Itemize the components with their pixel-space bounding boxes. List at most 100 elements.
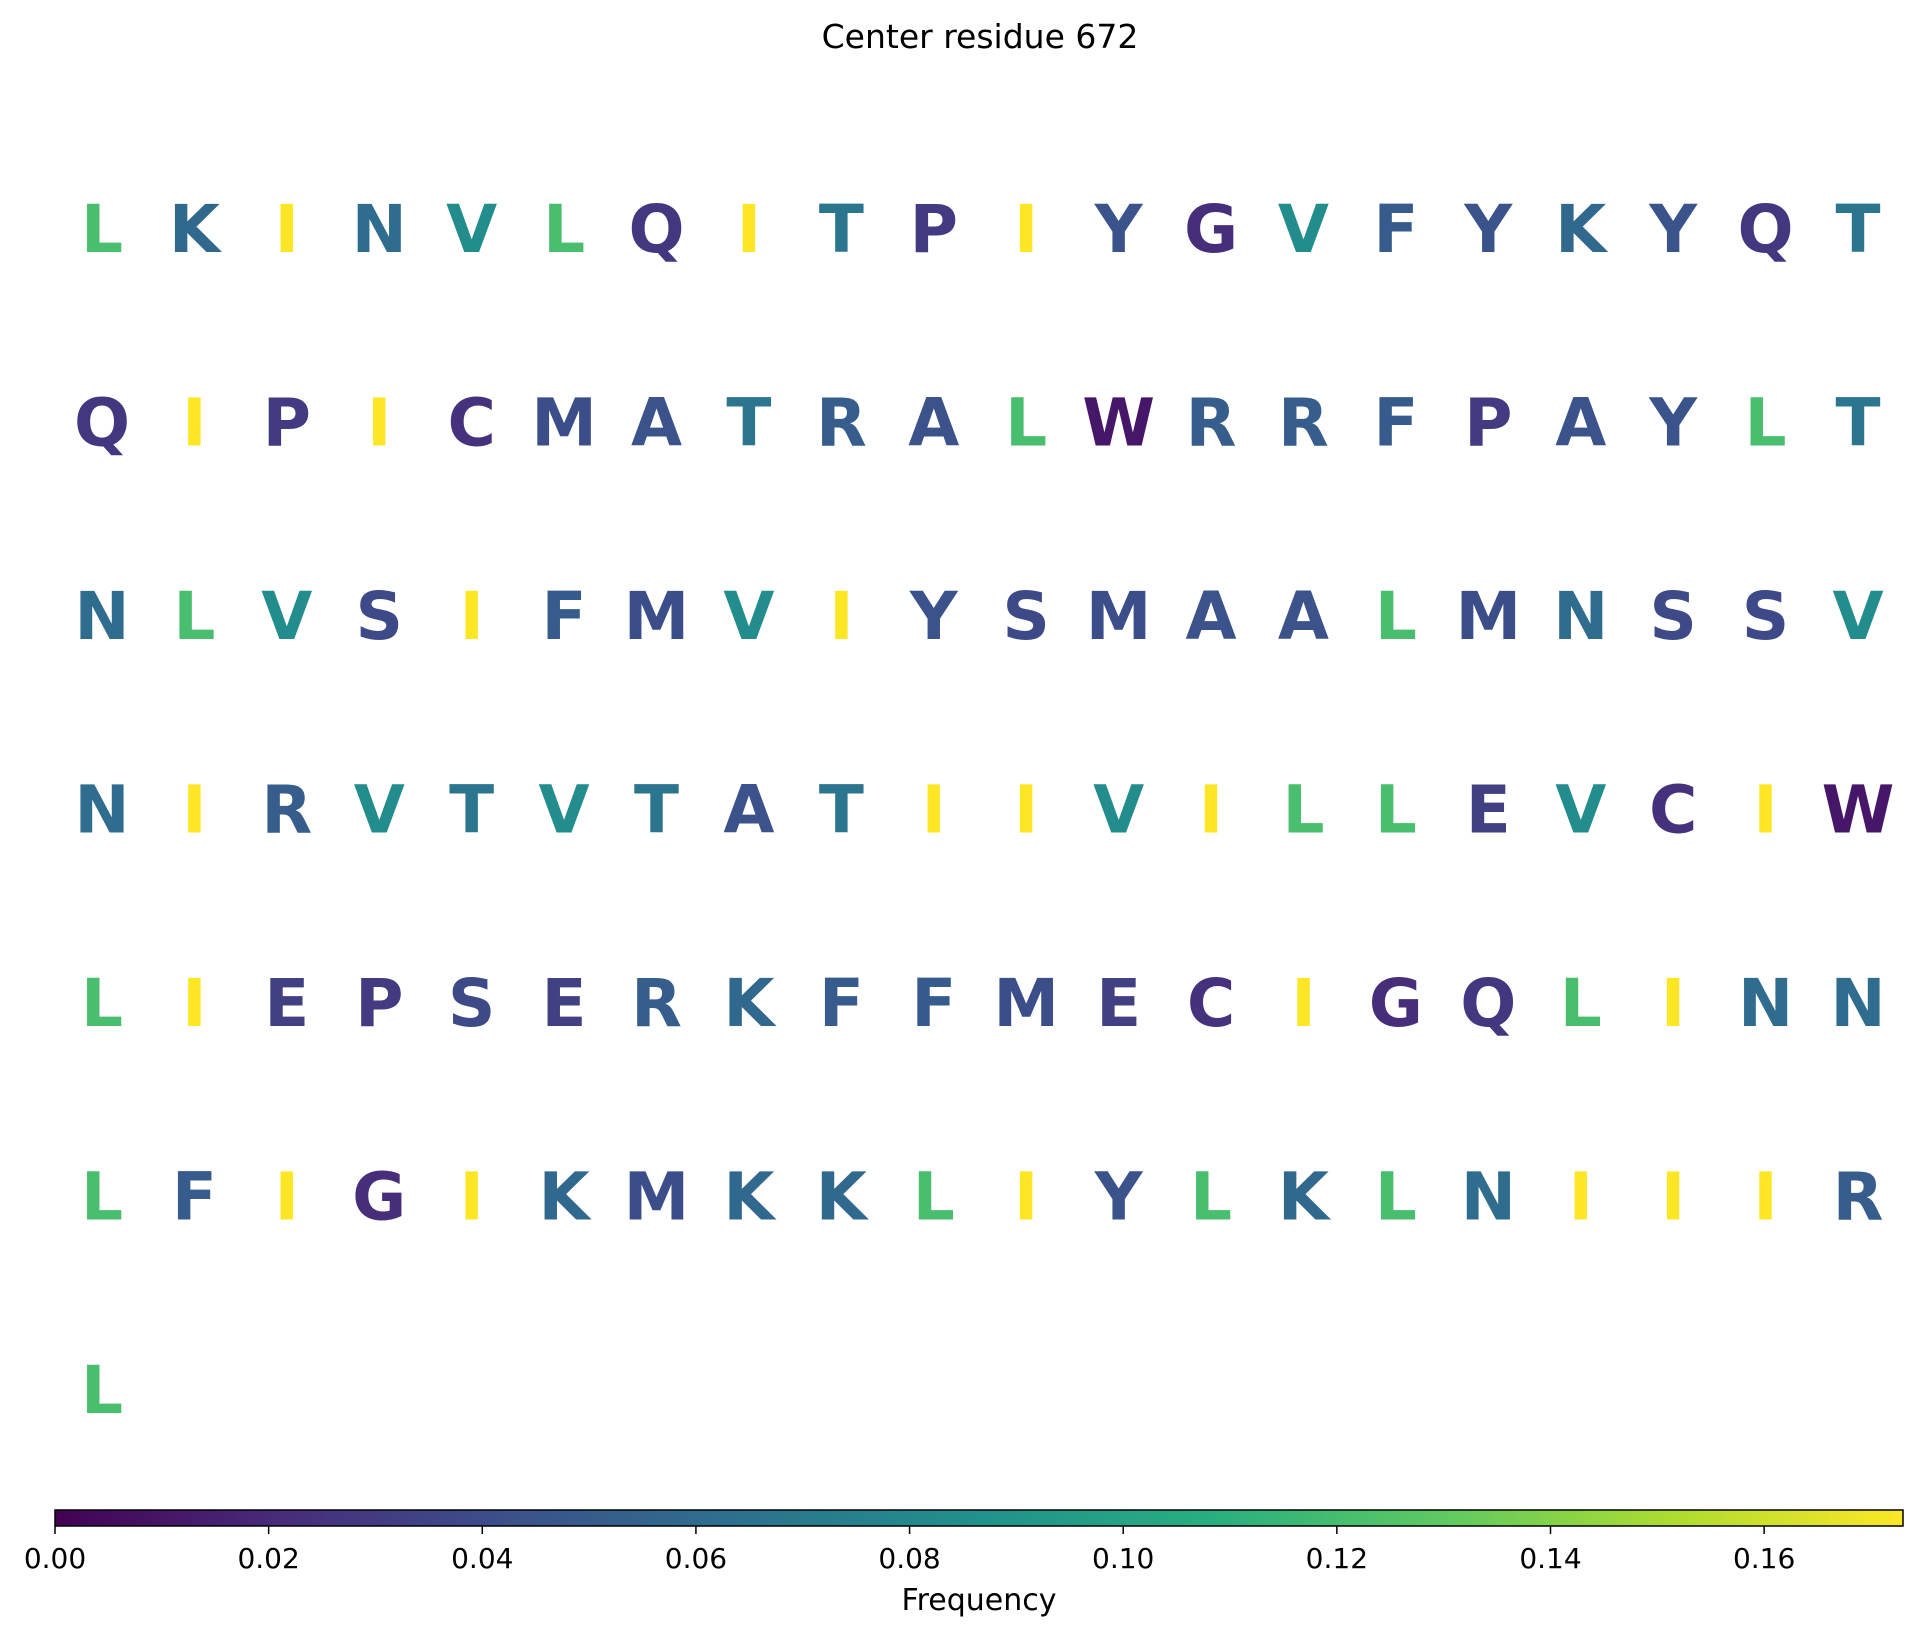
residue-letter: I <box>1014 772 1039 849</box>
colorbar-tick-label: 0.04 <box>451 1542 513 1575</box>
residue-letter: E <box>1096 965 1141 1042</box>
residue-letter: V <box>1278 191 1329 268</box>
residue-letter: L <box>1005 385 1047 462</box>
residue-letter: V <box>1555 772 1606 849</box>
residue-letter: I <box>182 772 207 849</box>
residue-letter: A <box>1186 578 1237 655</box>
residue-letter: I <box>829 578 854 655</box>
residue-letter: S <box>1649 578 1697 655</box>
residue-letter: T <box>1835 191 1880 268</box>
residue-letter: K <box>1278 1159 1332 1236</box>
residue-letter: L <box>81 1352 123 1429</box>
residue-letter: I <box>459 578 484 655</box>
residue-letter: N <box>1830 965 1885 1042</box>
residue-letter: M <box>624 1159 690 1236</box>
residue-letter: I <box>182 965 207 1042</box>
residue-letter: N <box>352 191 407 268</box>
chart-title: Center residue 672 <box>822 17 1139 56</box>
residue-letter: L <box>543 191 585 268</box>
residue-letter: I <box>1568 1159 1593 1236</box>
residue-letter: V <box>723 578 774 655</box>
residue-letter: I <box>1291 965 1316 1042</box>
residue-letter: M <box>624 578 690 655</box>
residue-letter: I <box>275 191 300 268</box>
residue-letter: Q <box>1738 191 1794 268</box>
colorbar-label: Frequency <box>902 1583 1057 1618</box>
residue-letter: S <box>448 965 496 1042</box>
residue-letter: V <box>1832 578 1883 655</box>
residue-letter: Y <box>909 578 959 655</box>
residue-letter: L <box>1282 772 1324 849</box>
residue-letter: I <box>1199 772 1224 849</box>
residue-letter: W <box>1822 772 1895 849</box>
residue-letter: M <box>993 965 1059 1042</box>
residue-letter: N <box>1553 578 1608 655</box>
residue-letter: I <box>459 1159 484 1236</box>
residue-letter: L <box>1745 385 1787 462</box>
residue-letter: P <box>263 385 311 462</box>
residue-letter: F <box>819 965 864 1042</box>
residue-letter: I <box>275 1159 300 1236</box>
residue-letter: L <box>81 191 123 268</box>
residue-letter: G <box>1369 965 1423 1042</box>
colorbar-tick-label: 0.16 <box>1733 1542 1795 1575</box>
residue-letter: K <box>1555 191 1609 268</box>
residue-letter: R <box>1833 1159 1884 1236</box>
residue-grid: L K I N V L Q I T P I Y G V F Y K Y Q TQ I P I C M A T R A L W R R F P A Y L T… <box>74 191 1894 1429</box>
residue-letter: Q <box>628 191 684 268</box>
colorbar-gradient <box>54 1509 1904 1527</box>
residue-letter: I <box>1661 965 1686 1042</box>
residue-letter: E <box>542 965 587 1042</box>
residue-letter: K <box>816 1159 870 1236</box>
residue-letter: T <box>1835 385 1880 462</box>
residue-letter: K <box>539 1159 593 1236</box>
residue-letter: Q <box>74 385 130 462</box>
residue-letter: L <box>173 578 215 655</box>
residue-letter: I <box>367 385 392 462</box>
residue-letter: A <box>631 385 682 462</box>
residue-letter: T <box>819 191 864 268</box>
residue-letter: G <box>352 1159 406 1236</box>
residue-letter: E <box>264 965 309 1042</box>
residue-letter: I <box>1014 191 1039 268</box>
residue-letter: V <box>539 772 590 849</box>
residue-letter: L <box>913 1159 955 1236</box>
residue-letter: I <box>1753 1159 1778 1236</box>
residue-letter: Y <box>1463 191 1513 268</box>
residue-letter: V <box>446 191 497 268</box>
residue-letter: V <box>1093 772 1144 849</box>
residue-letter: L <box>1190 1159 1232 1236</box>
residue-letter: T <box>819 772 864 849</box>
residue-letter: L <box>81 1159 123 1236</box>
residue-letter: A <box>723 772 774 849</box>
colorbar-tick-label: 0.06 <box>665 1542 727 1575</box>
residue-letter: R <box>1278 385 1329 462</box>
residue-letter: I <box>1014 1159 1039 1236</box>
residue-letter: R <box>261 772 312 849</box>
residue-letter: P <box>910 191 958 268</box>
residue-letter: F <box>1373 385 1418 462</box>
residue-letter: A <box>1278 578 1329 655</box>
residue-letter: R <box>816 385 867 462</box>
residue-letter: N <box>74 578 129 655</box>
residue-letter: Q <box>1460 965 1516 1042</box>
residue-letter: F <box>542 578 587 655</box>
residue-letter: A <box>1555 385 1606 462</box>
residue-letter: V <box>261 578 312 655</box>
colorbar-tick-label: 0.10 <box>1092 1542 1154 1575</box>
residue-letter: S <box>1002 578 1050 655</box>
residue-letter: R <box>631 965 682 1042</box>
residue-letter: I <box>1661 1159 1686 1236</box>
residue-letter: V <box>354 772 405 849</box>
residue-letter: Y <box>1094 191 1144 268</box>
residue-letter: M <box>1086 578 1152 655</box>
residue-letter: L <box>1375 772 1417 849</box>
residue-letter: Y <box>1648 385 1698 462</box>
residue-letter: P <box>355 965 403 1042</box>
residue-letter: K <box>723 1159 777 1236</box>
residue-letter: N <box>1738 965 1793 1042</box>
colorbar-tick-label: 0.12 <box>1306 1542 1368 1575</box>
residue-letter: Y <box>1648 191 1698 268</box>
colorbar-ticks: 0.00 0.02 0.04 0.06 0.08 0.10 0.12 0.14 0.16 <box>24 1526 1795 1575</box>
